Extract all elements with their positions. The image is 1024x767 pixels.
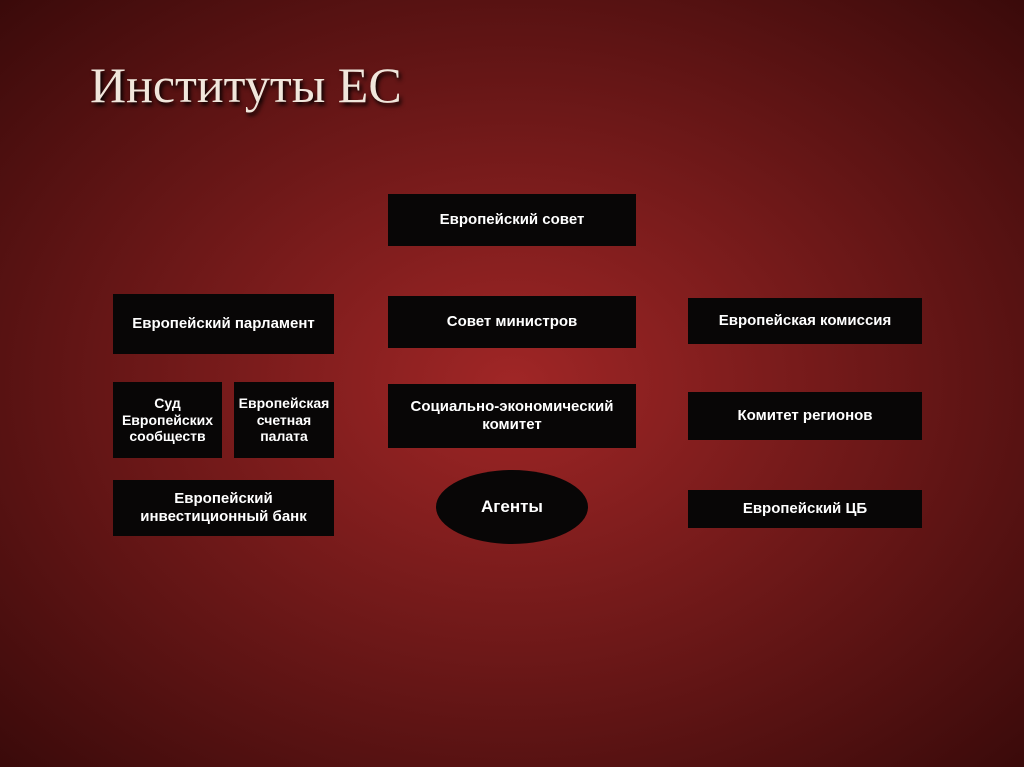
node-ecb: Европейский ЦБ bbox=[688, 490, 922, 528]
node-eesc: Социально-экономический комитет bbox=[388, 384, 636, 448]
node-eib: Европейский инвестиционный банк bbox=[113, 480, 334, 536]
node-eca: Европейская счетная палата bbox=[234, 382, 334, 458]
node-agents: Агенты bbox=[436, 470, 588, 544]
node-european-parliament: Европейский парламент bbox=[113, 294, 334, 354]
node-council-of-ministers: Совет министров bbox=[388, 296, 636, 348]
node-cor: Комитет регионов bbox=[688, 392, 922, 440]
slide: Институты ЕС Европейский совет Европейски… bbox=[0, 0, 1024, 767]
node-european-commission: Европейская комиссия bbox=[688, 298, 922, 344]
node-ecj: Суд Европейских сообществ bbox=[113, 382, 222, 458]
node-european-council: Европейский совет bbox=[388, 194, 636, 246]
slide-title: Институты ЕС bbox=[90, 56, 402, 114]
